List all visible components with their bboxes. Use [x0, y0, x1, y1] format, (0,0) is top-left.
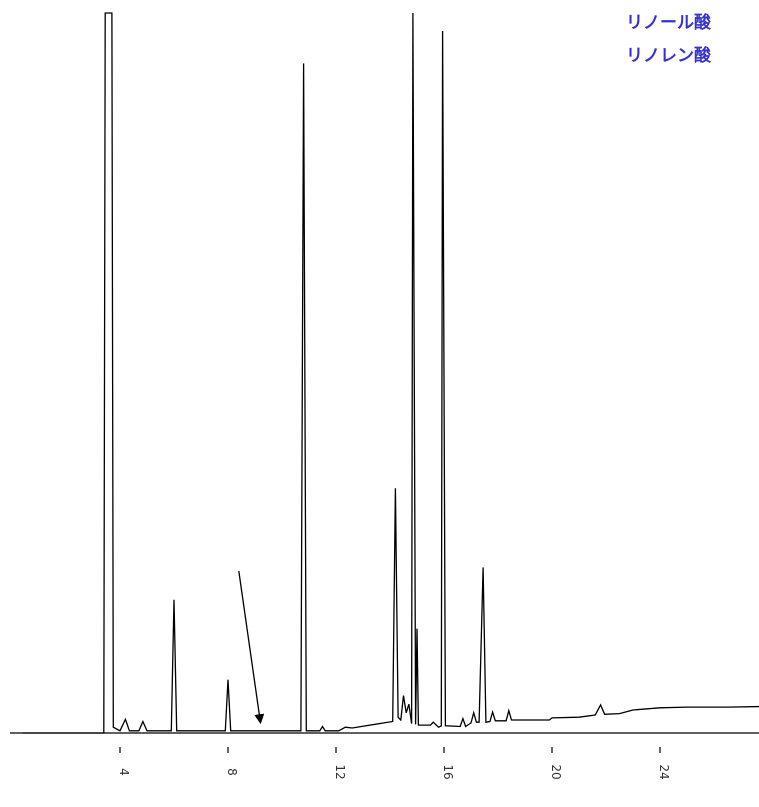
- x-tick-label-20: 20: [549, 764, 563, 779]
- x-tick-label-8: 8: [225, 768, 239, 776]
- legend-label-linolenic-acid: リノレン酸: [626, 45, 712, 66]
- x-tick-label-12: 12: [333, 764, 347, 779]
- x-tick-label-16: 16: [441, 764, 455, 779]
- legend-label-linoleic-acid: リノール酸: [626, 12, 712, 33]
- x-tick-label-24: 24: [657, 764, 671, 779]
- plot-area: 481216202428リノール酸リノレン酸: [10, 12, 759, 780]
- arrow-annotation: [238, 570, 265, 725]
- chromatogram-trace: [22, 12, 759, 734]
- x-tick-label-4: 4: [117, 768, 131, 776]
